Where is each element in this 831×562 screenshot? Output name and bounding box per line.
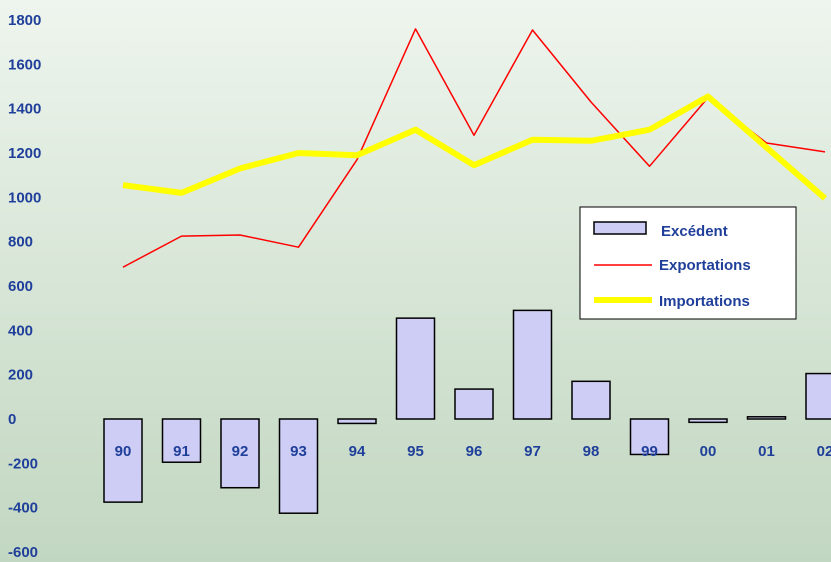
y-tick-label: -200 xyxy=(8,455,38,472)
legend: Excédent Exportations Importations xyxy=(579,206,797,320)
bar-excedent xyxy=(220,418,260,489)
y-tick-label: 1200 xyxy=(8,145,41,162)
bar-excedent xyxy=(746,416,787,420)
y-tick-label: 1600 xyxy=(8,56,41,73)
bar-excedent xyxy=(454,388,494,420)
x-category-label: 94 xyxy=(349,443,366,460)
bar-excedent xyxy=(395,317,436,420)
x-category-label: 02 xyxy=(817,443,831,460)
line-importations xyxy=(122,93,827,201)
category-labels: 90 91 92 93 94 95 96 97 98 99 00 01 02 xyxy=(115,443,831,460)
y-tick-label: 400 xyxy=(8,322,33,339)
y-tick-label: 1800 xyxy=(8,12,41,29)
x-category-label: 98 xyxy=(583,443,600,460)
legend-label-exportations: Exportations xyxy=(659,257,751,274)
line-series xyxy=(122,28,827,268)
x-category-label: 91 xyxy=(173,443,190,460)
x-category-label: 99 xyxy=(641,443,658,460)
bar-series-excedent xyxy=(103,309,831,514)
y-tick-label: 0 xyxy=(8,411,16,428)
x-category-label: 90 xyxy=(115,443,132,460)
y-tick-label: 1000 xyxy=(8,189,41,206)
legend-swatch-excedent xyxy=(593,221,647,235)
bar-excedent xyxy=(629,418,670,456)
y-tick-label: 1400 xyxy=(8,101,41,118)
bar-excedent xyxy=(337,418,377,425)
x-category-label: 93 xyxy=(290,443,307,460)
legend-label-excedent: Excédent xyxy=(661,223,728,240)
x-category-label: 92 xyxy=(232,443,249,460)
legend-label-importations: Importations xyxy=(659,293,750,310)
bar-excedent xyxy=(688,418,728,424)
y-tick-label: -600 xyxy=(8,544,38,561)
bar-excedent xyxy=(571,380,611,420)
bar-excedent xyxy=(103,418,143,503)
y-tick-label: -400 xyxy=(8,500,38,517)
y-tick-label: 200 xyxy=(8,367,33,384)
bar-excedent xyxy=(278,418,319,514)
bar-excedent xyxy=(512,309,553,420)
y-tick-label: 600 xyxy=(8,278,33,295)
y-axis-ticks: 1800 1600 1400 1200 1000 800 600 400 200 0 -200 -40… xyxy=(8,12,41,561)
bar-excedent xyxy=(805,372,831,420)
y-tick-label: 800 xyxy=(8,234,33,251)
x-category-label: 96 xyxy=(466,443,483,460)
x-category-label: 01 xyxy=(758,443,775,460)
x-category-label: 00 xyxy=(700,443,717,460)
x-category-label: 95 xyxy=(407,443,424,460)
x-category-label: 97 xyxy=(524,443,541,460)
bar-excedent xyxy=(161,418,202,463)
